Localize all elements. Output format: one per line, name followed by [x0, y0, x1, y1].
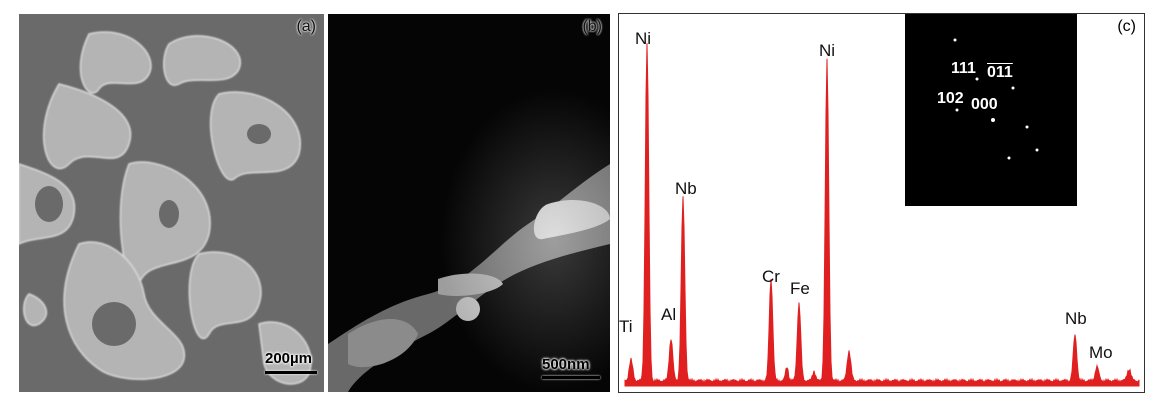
diffraction-spot	[1007, 156, 1011, 160]
diffraction-spot	[991, 118, 995, 122]
sem-micrograph-panel: (a) 200µm	[19, 14, 324, 392]
diffraction-spot	[1011, 86, 1015, 90]
panel-label-b: (b)	[582, 18, 602, 35]
sem-micrograph-image	[19, 14, 324, 392]
peak-label-ti: Ti	[619, 317, 633, 336]
tem-micrograph-panel: (b) 500nm	[328, 14, 610, 392]
diffraction-spot	[1025, 125, 1029, 129]
peak-label-cr: Cr	[762, 267, 780, 286]
diffraction-label-011: 011	[987, 64, 1013, 81]
peak-label-al: Al	[661, 305, 676, 324]
diffraction-label-111: 111	[951, 60, 976, 77]
peak-label-fe: Fe	[790, 279, 810, 298]
eds-spectrum-panel: Ti Al Ni Nb Cr Fe Ni Nb Mo 111 011 102 000 (c)	[618, 13, 1145, 393]
scale-bar-label-b: 500nm	[542, 356, 590, 373]
peak-label-nb: Nb	[675, 179, 697, 198]
eds-spectrum-trace	[624, 43, 1140, 387]
diffraction-spot	[1035, 148, 1039, 152]
panel-label-c: (c)	[1117, 18, 1136, 35]
panel-label-a: (a)	[296, 18, 316, 35]
diffraction-spot	[975, 77, 979, 81]
scale-bar-a	[265, 371, 317, 374]
peak-label-mo: Mo	[1089, 343, 1113, 362]
diffraction-spot	[955, 108, 959, 112]
peak-label-ni: Ni	[819, 41, 835, 60]
diffraction-spots	[953, 38, 1039, 160]
peak-label-ni: Ni	[635, 29, 651, 48]
scale-bar-label-a: 200µm	[265, 350, 313, 367]
diffraction-spot	[953, 38, 957, 42]
diffraction-label-102: 102	[937, 90, 964, 107]
diffraction-label-000: 000	[971, 96, 998, 113]
diffraction-pattern-inset: 111 011 102 000	[905, 14, 1077, 206]
tem-micrograph-image	[328, 14, 610, 392]
scale-bar-b	[542, 376, 600, 379]
peak-label-nb: Nb	[1065, 309, 1087, 328]
